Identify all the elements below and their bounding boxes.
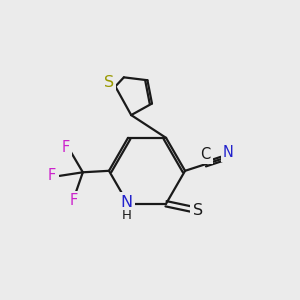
Text: S: S [193, 203, 203, 218]
Text: C: C [200, 147, 210, 162]
Text: N: N [121, 195, 133, 210]
Text: N: N [223, 145, 234, 160]
Text: F: F [48, 168, 56, 183]
Text: H: H [122, 208, 131, 221]
Text: F: F [61, 140, 70, 155]
Text: F: F [70, 193, 78, 208]
Text: S: S [104, 75, 114, 90]
